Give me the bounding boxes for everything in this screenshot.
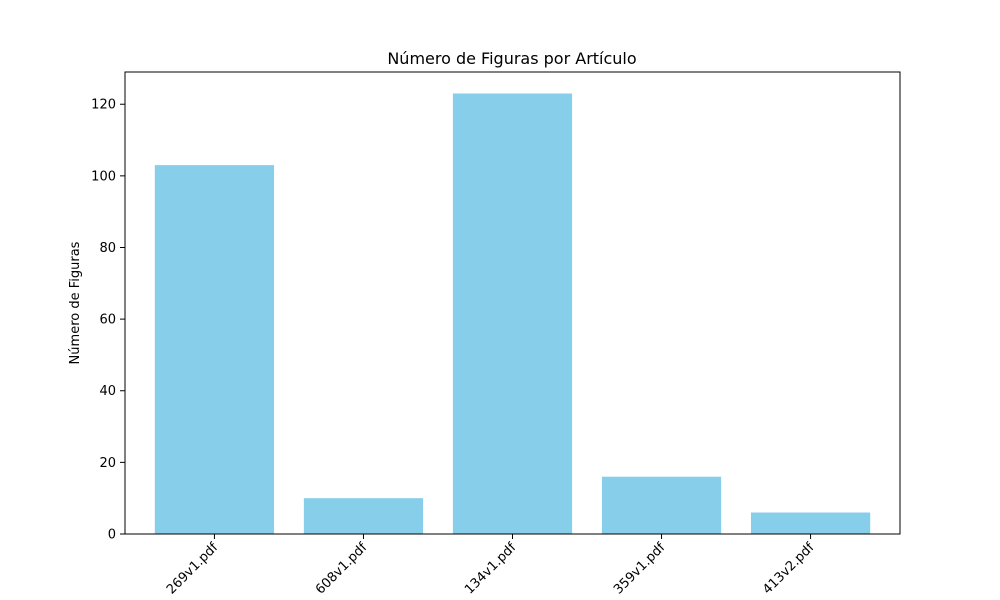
y-axis-label: Número de Figuras — [68, 241, 83, 364]
y-tick-label-1: 20 — [99, 456, 116, 471]
bar-3 — [601, 476, 722, 534]
x-tick-label-3: 359v1.pdf — [611, 540, 669, 598]
y-tick-label-2: 40 — [99, 384, 116, 399]
y-tick-label-4: 80 — [99, 241, 116, 256]
y-tick-label-6: 120 — [91, 98, 116, 113]
y-axis-ticks: 0 20 40 60 80 100 120 — [91, 98, 125, 543]
bars-group — [154, 93, 871, 534]
x-tick-label-1: 608v1.pdf — [313, 540, 371, 598]
plot-frame — [124, 71, 901, 535]
bar-2 — [452, 93, 573, 534]
y-tick-label-5: 100 — [91, 169, 116, 184]
x-tick-label-4: 413v2.pdf — [760, 540, 818, 598]
bar-1 — [303, 498, 424, 534]
x-axis-ticks: 269v1.pdf 608v1.pdf 134v1.pdf 359v1.pdf 413v… — [164, 534, 818, 597]
bar-4 — [750, 512, 871, 534]
chart-title: Número de Figuras por Artículo — [387, 49, 636, 68]
x-tick-label-2: 134v1.pdf — [462, 540, 520, 598]
y-tick-label-3: 60 — [99, 313, 116, 328]
y-tick-label-0: 0 — [108, 528, 116, 543]
bar-0 — [154, 165, 275, 534]
x-tick-label-0: 269v1.pdf — [164, 540, 222, 598]
